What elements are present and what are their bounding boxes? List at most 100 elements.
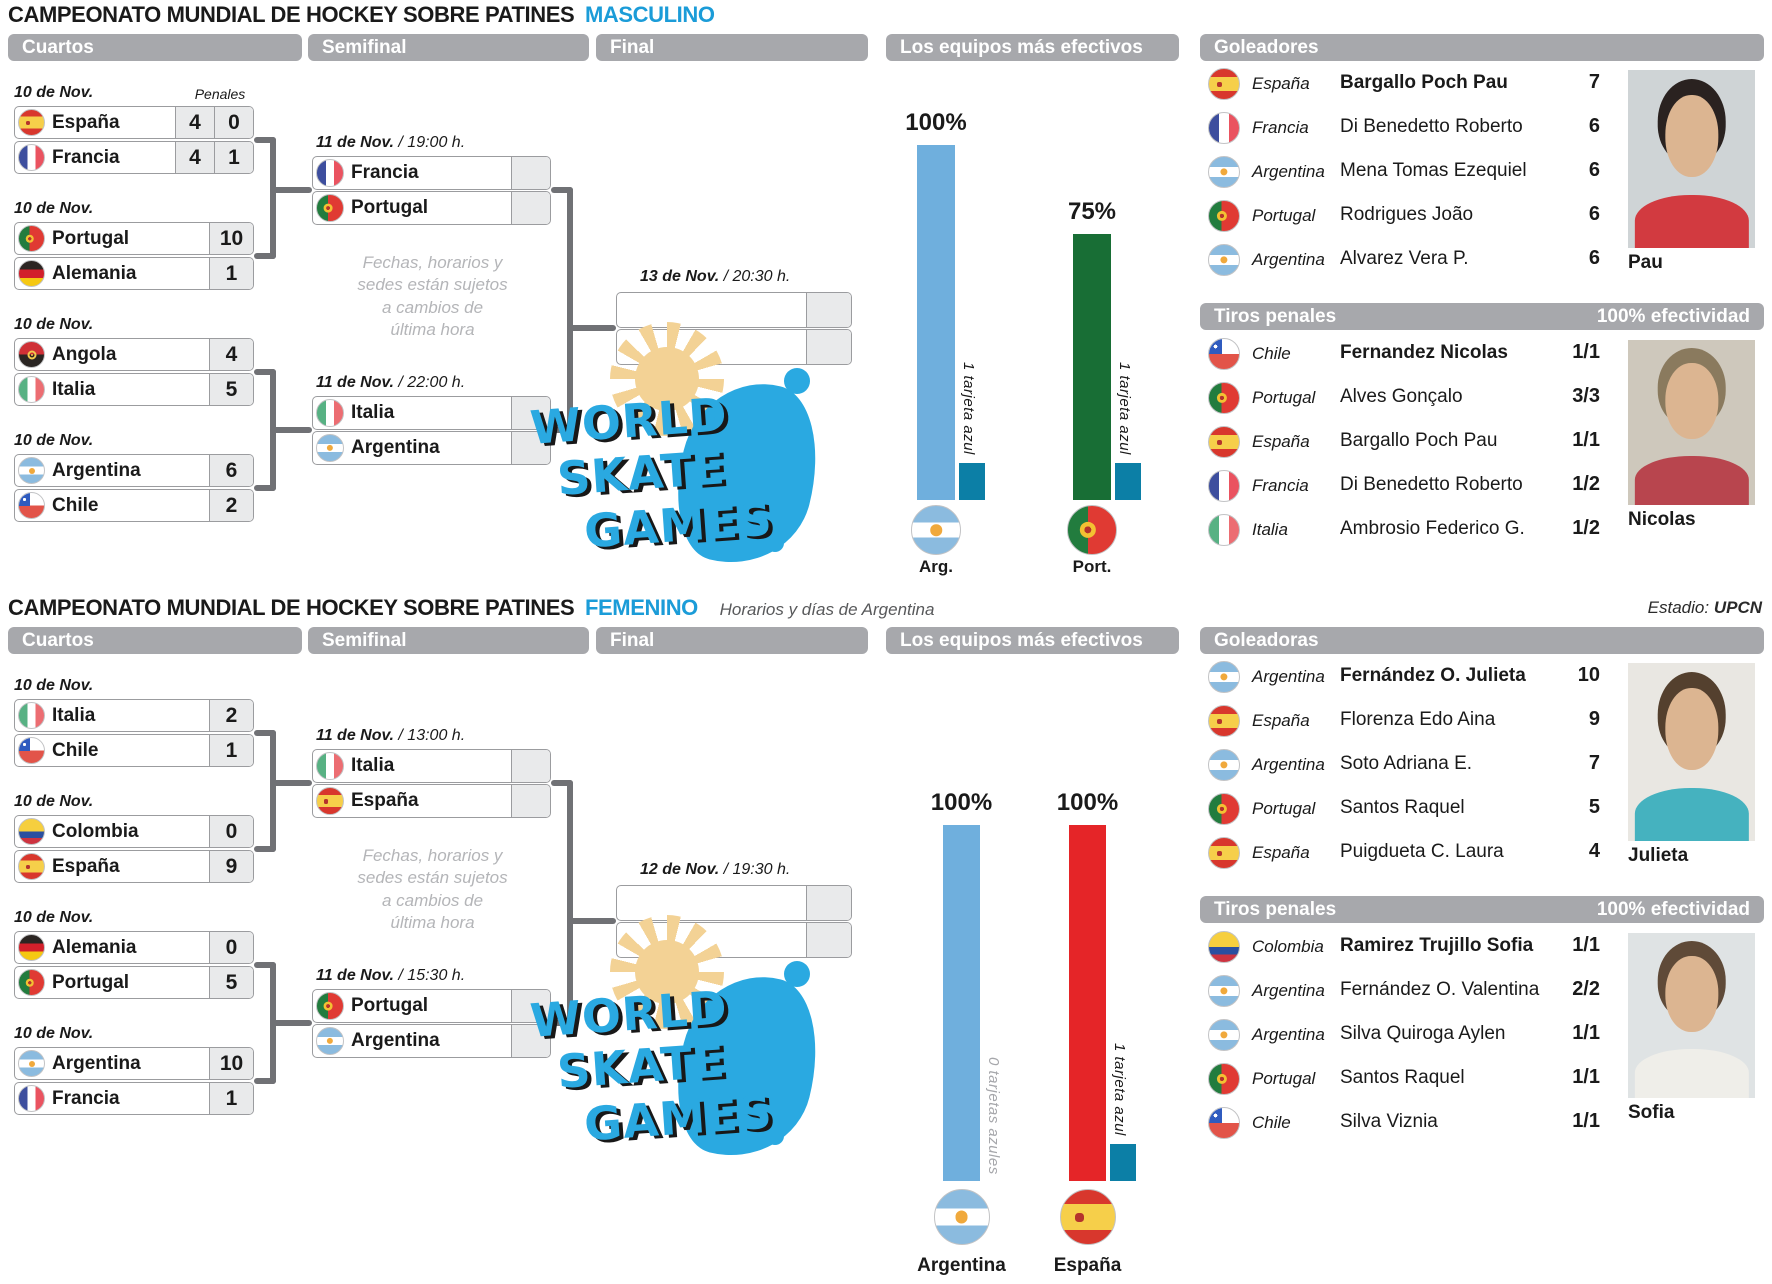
schedule-note-line: Fechas, horarios y [362,846,503,865]
match-date-time: / 19:00 h. [393,134,466,151]
scorer-value: 3/3 [1572,385,1600,407]
schedule-note-line: última hora [390,913,475,933]
chart-team-label: Argentina [917,1255,1006,1276]
splash-drop [784,961,810,987]
schedule-note-line: a cambios de [381,890,484,910]
photo-caption: Pau [1628,252,1663,273]
scorer-name: Di Benedetto Roberto [1340,116,1523,137]
score-box [511,1025,550,1057]
column-header-label: Final [610,630,655,651]
team-name: Portugal [351,197,429,218]
world-skate-games-logo: WORLD SKATE GAMES [522,915,836,1174]
match-team-row: Alemania 1 [14,257,254,290]
avatar-body [1634,455,1749,505]
section-content: 10 de Nov. Italia 2 Chile 1 10 de Nov. Colombi… [0,593,1772,1284]
score-box: 0 [209,932,253,963]
column-header-label: Goleadoras [1214,630,1319,651]
schedule-note: Fechas, horarios y sedes están sujetos a c… [330,845,535,935]
team-name: Portugal [52,227,130,249]
match-team-row: Argentina 10 [14,1047,254,1080]
espana-flag-icon [1208,68,1240,100]
title-category: MASCULINO [584,2,715,27]
match-team-row: Portugal [312,191,551,225]
scorer-value: 10 [1577,664,1600,686]
column-header-goleadoras: Goleadoras [1200,627,1764,654]
match-team-row: Alemania 0 [14,931,254,964]
team-name: Portugal [351,995,429,1016]
scorer-country: Francia [1252,118,1309,137]
world-skate-games-logo: WORLD SKATE GAMES [522,322,836,581]
scorer-country: Portugal [1252,1069,1316,1088]
scorer-name: Puigdueta C. Laura [1340,841,1504,862]
match-team-row: Chile 1 [14,734,254,767]
column-header-chart: Los equipos más efectivos [886,627,1179,654]
penales-column-label: Penales [194,86,246,102]
scorer-country: Chile [1252,1113,1291,1132]
alemania-flag-icon [18,260,45,287]
match-team-row: Italia [312,396,551,430]
argentina-flag-icon [18,1050,45,1077]
espana-flag-icon [18,853,45,880]
chart-team-label: Arg. [919,557,953,576]
team-name: Italia [351,402,395,423]
penales-header-right-label: 100% efectividad [1596,899,1750,920]
column-header-label: Goleadores [1214,37,1319,58]
sun-icon-core [635,347,699,411]
final-date: 12 de Nov. / 19:30 h. [640,861,790,879]
team-name: Chile [52,739,99,761]
match-date-day: 11 de Nov. [316,967,394,984]
match-date-time: / 22:00 h. [393,374,466,391]
bracket-connector [551,187,573,193]
colombia-flag-icon [1208,931,1240,963]
scorer-value: 1/1 [1572,1066,1600,1088]
avatar-body [1634,787,1749,841]
argentina-flag-icon [316,1027,344,1055]
schedule-note-line: sedes están sujetos [357,868,508,888]
bracket-connector [270,1020,312,1026]
match-date-day: 11 de Nov. [316,374,394,391]
scorer-value: 1/1 [1572,1022,1600,1044]
score-box: 1 [214,142,253,173]
bracket-connector [270,187,312,193]
scorer-name: Bargallo Poch Pau [1340,72,1508,93]
title-category: FEMENINO [584,595,698,620]
portugal-flag-icon [1208,793,1240,825]
scorer-value: 6 [1588,247,1600,269]
penales-header-label: Tiros penales [1214,899,1337,920]
semifinal-date: 11 de Nov. / 19:00 h. [316,134,465,152]
stadium-note: Estadio: UPCN [1648,598,1762,618]
match-team-row: Portugal 5 [14,966,254,999]
scorer-country: Colombia [1252,937,1324,956]
scorer-value: 9 [1588,708,1600,730]
match-team-row: Italia [312,749,551,783]
score-box [511,785,550,817]
avatar-face [1664,94,1719,177]
player-photo-pau [1628,70,1755,248]
scorer-name: Ramirez Trujillo Sofia [1340,935,1534,956]
scorer-country: Argentina [1252,755,1325,774]
blue-card-mini-bar [1110,1144,1136,1181]
scorer-value: 7 [1588,71,1600,93]
column-header-chart: Los equipos más efectivos [886,34,1179,61]
team-name: Argentina [351,1030,440,1051]
score-box: 0 [209,816,253,847]
score-box [806,923,851,957]
title-text: CAMPEONATO MUNDIAL DE HOCKEY SOBRE PATIN… [8,595,575,620]
score-box [511,192,550,224]
column-header-final: Final [596,627,868,654]
score-box [806,330,851,364]
match-date-day: 12 de Nov. [640,861,720,878]
match-date-time: / 19:30 h. [719,861,791,878]
effectiveness-bar-arg- [917,145,955,500]
avatar-face [1664,687,1719,770]
effectiveness-bar-espana [1069,825,1106,1181]
italia-flag-icon [1208,514,1240,546]
effectiveness-percent-label: 75% [1067,198,1117,225]
column-header-label: Cuartos [22,630,94,651]
blue-card-note: 1 tarjeta azul [1116,362,1133,455]
scorer-value: 7 [1588,752,1600,774]
team-name: Italia [351,755,395,776]
schedule-note-line: última hora [390,320,475,340]
bracket-connector [254,730,276,736]
semifinal-date: 11 de Nov. / 22:00 h. [316,374,465,392]
